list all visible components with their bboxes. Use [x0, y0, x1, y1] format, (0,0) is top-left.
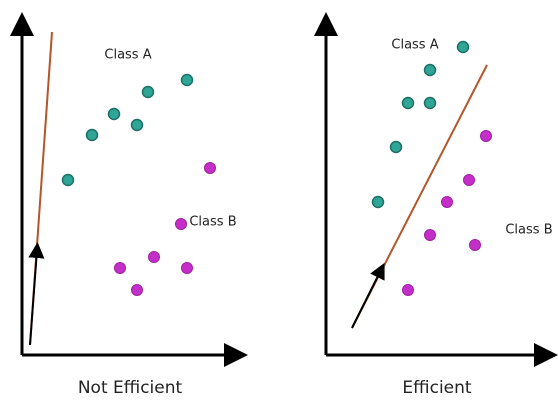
point [469, 239, 481, 251]
point [180, 73, 194, 87]
caption: Not Efficient [78, 378, 183, 398]
point [424, 229, 436, 241]
panel-right: Class A Class B Efficient [314, 12, 558, 398]
point [131, 284, 143, 296]
point [423, 96, 437, 110]
point [402, 284, 414, 296]
point [107, 107, 121, 121]
caption: Efficient [402, 378, 471, 398]
point [389, 140, 403, 154]
class-a-points [61, 73, 194, 187]
point [181, 262, 193, 274]
point [85, 128, 99, 142]
class-a-points [371, 40, 470, 209]
class-b-points [114, 162, 216, 296]
point [423, 63, 437, 77]
class-b-label: Class B [505, 223, 552, 238]
point [371, 195, 385, 209]
point [480, 130, 492, 142]
point [175, 218, 187, 230]
point [456, 40, 470, 54]
point [401, 96, 415, 110]
point [148, 251, 160, 263]
point [204, 162, 216, 174]
direction-arrow [351, 262, 385, 329]
class-a-label: Class A [391, 38, 438, 53]
class-b-label: Class B [189, 215, 236, 230]
class-b-points [402, 130, 492, 296]
class-a-label: Class A [104, 48, 151, 63]
point [130, 118, 144, 132]
direction-arrow [28, 242, 45, 346]
point [114, 262, 126, 274]
point [441, 196, 453, 208]
point [61, 173, 75, 187]
point [463, 174, 475, 186]
panel-left: Class A Class B Not Efficient [10, 12, 248, 398]
point [141, 85, 155, 99]
